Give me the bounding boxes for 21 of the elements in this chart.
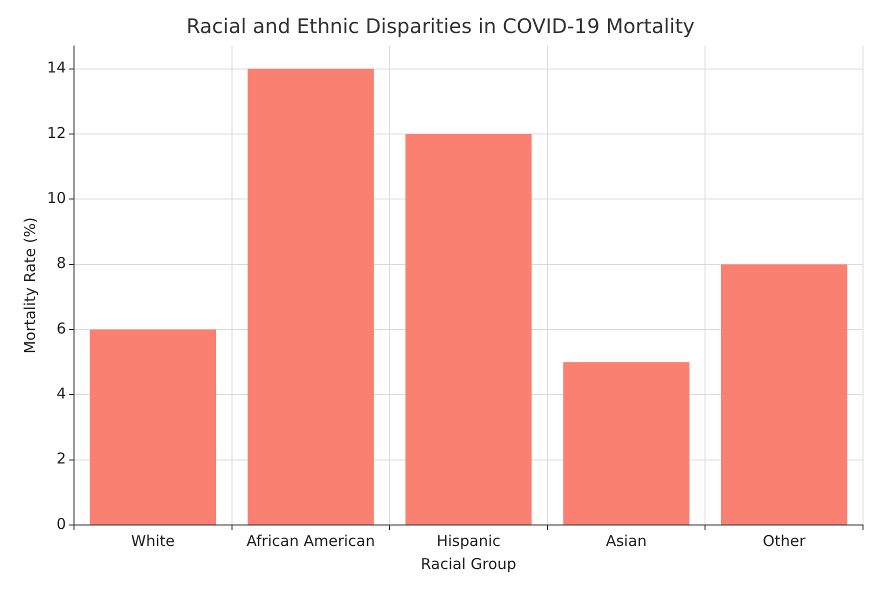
chart-title: Racial and Ethnic Disparities in COVID-19 Mortality xyxy=(186,14,695,38)
y-tick-label: 8 xyxy=(56,254,66,272)
x-tick-label: White xyxy=(131,532,175,550)
y-tick-label: 4 xyxy=(56,384,66,403)
y-tick-label: 2 xyxy=(56,450,66,468)
y-tick-label: 14 xyxy=(46,58,66,77)
x-tick-label: Hispanic xyxy=(436,532,500,550)
y-tick-label: 10 xyxy=(46,189,66,208)
y-axis-title: Mortality Rate (%) xyxy=(20,217,39,354)
bar xyxy=(248,68,374,524)
x-tick-label: African American xyxy=(246,532,375,550)
y-tick-label: 6 xyxy=(56,319,66,338)
bar xyxy=(405,134,532,524)
y-tick-label: 12 xyxy=(46,124,66,142)
bar xyxy=(90,329,216,524)
bar xyxy=(720,264,848,524)
x-tick-label: Other xyxy=(762,532,806,550)
x-axis-title: Racial Group xyxy=(420,554,516,573)
x-tick-label: Asian xyxy=(606,532,647,550)
y-tick-label: 0 xyxy=(56,514,66,533)
bar xyxy=(563,362,690,524)
